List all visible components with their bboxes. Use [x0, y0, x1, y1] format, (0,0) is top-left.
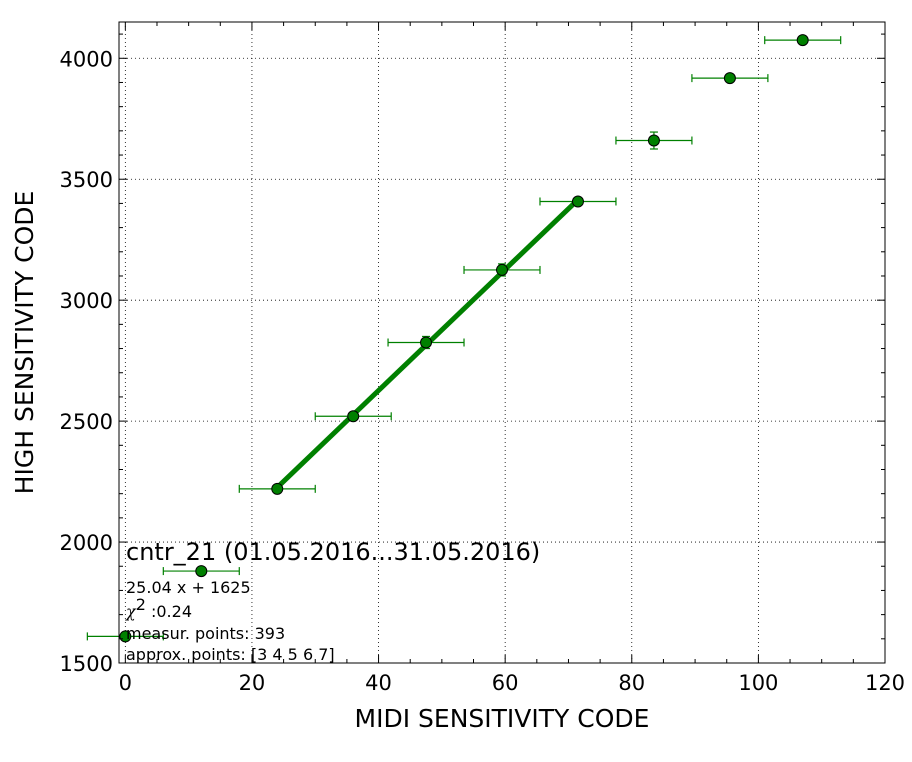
y-tick-label: 3000: [60, 289, 113, 313]
data-series: [86, 34, 842, 643]
x-tick-label: 40: [365, 671, 392, 695]
data-point: [420, 336, 433, 349]
x-tick-label: 120: [865, 671, 905, 695]
data-point: [796, 34, 809, 47]
x-tick-label: 100: [738, 671, 778, 695]
y-tick-label: 2000: [60, 531, 113, 555]
annotation-equation: 25.04 x + 1625: [126, 578, 251, 597]
fit-annotation: cntr_21 (01.05.2016...31.05.2016) 25.04 …: [125, 538, 540, 664]
y-tick-label: 4000: [60, 47, 113, 71]
data-point: [271, 482, 284, 495]
x-tick-label: 80: [618, 671, 645, 695]
plot-frame: [118, 21, 886, 664]
y-axis-label: HIGH SENSITIVITY CODE: [10, 191, 39, 495]
annotation-chi-square: χ2 :0.24: [125, 595, 192, 621]
x-tick-label: 20: [239, 671, 266, 695]
data-point: [195, 565, 208, 578]
x-tick-label: 60: [492, 671, 519, 695]
chi-value: :0.24: [146, 602, 192, 621]
annotation-measur-points: measur. points: 393: [126, 624, 285, 643]
annotation-title: cntr_21 (01.05.2016...31.05.2016): [126, 538, 540, 566]
y-tick-label: 1500: [60, 652, 113, 676]
annotation-approx-points: approx. points: [3 4 5 6 7]: [126, 645, 335, 664]
axis-ticks: 0 20 40 60 80 100 120 1500 2000 2500 3000 3500 4000: [60, 22, 905, 695]
data-point: [571, 195, 584, 208]
y-tick-label: 2500: [60, 410, 113, 434]
data-point: [647, 134, 660, 147]
data-point: [496, 263, 508, 276]
grid-lines: [119, 22, 886, 664]
chi-exponent: 2: [136, 595, 146, 614]
data-point: [347, 410, 360, 423]
y-tick-label: 3500: [60, 168, 113, 192]
data-point: [723, 72, 736, 85]
x-axis-label: MIDI SENSITIVITY CODE: [355, 704, 650, 733]
x-tick-label: 0: [119, 671, 132, 695]
chi-symbol: χ: [125, 602, 137, 621]
